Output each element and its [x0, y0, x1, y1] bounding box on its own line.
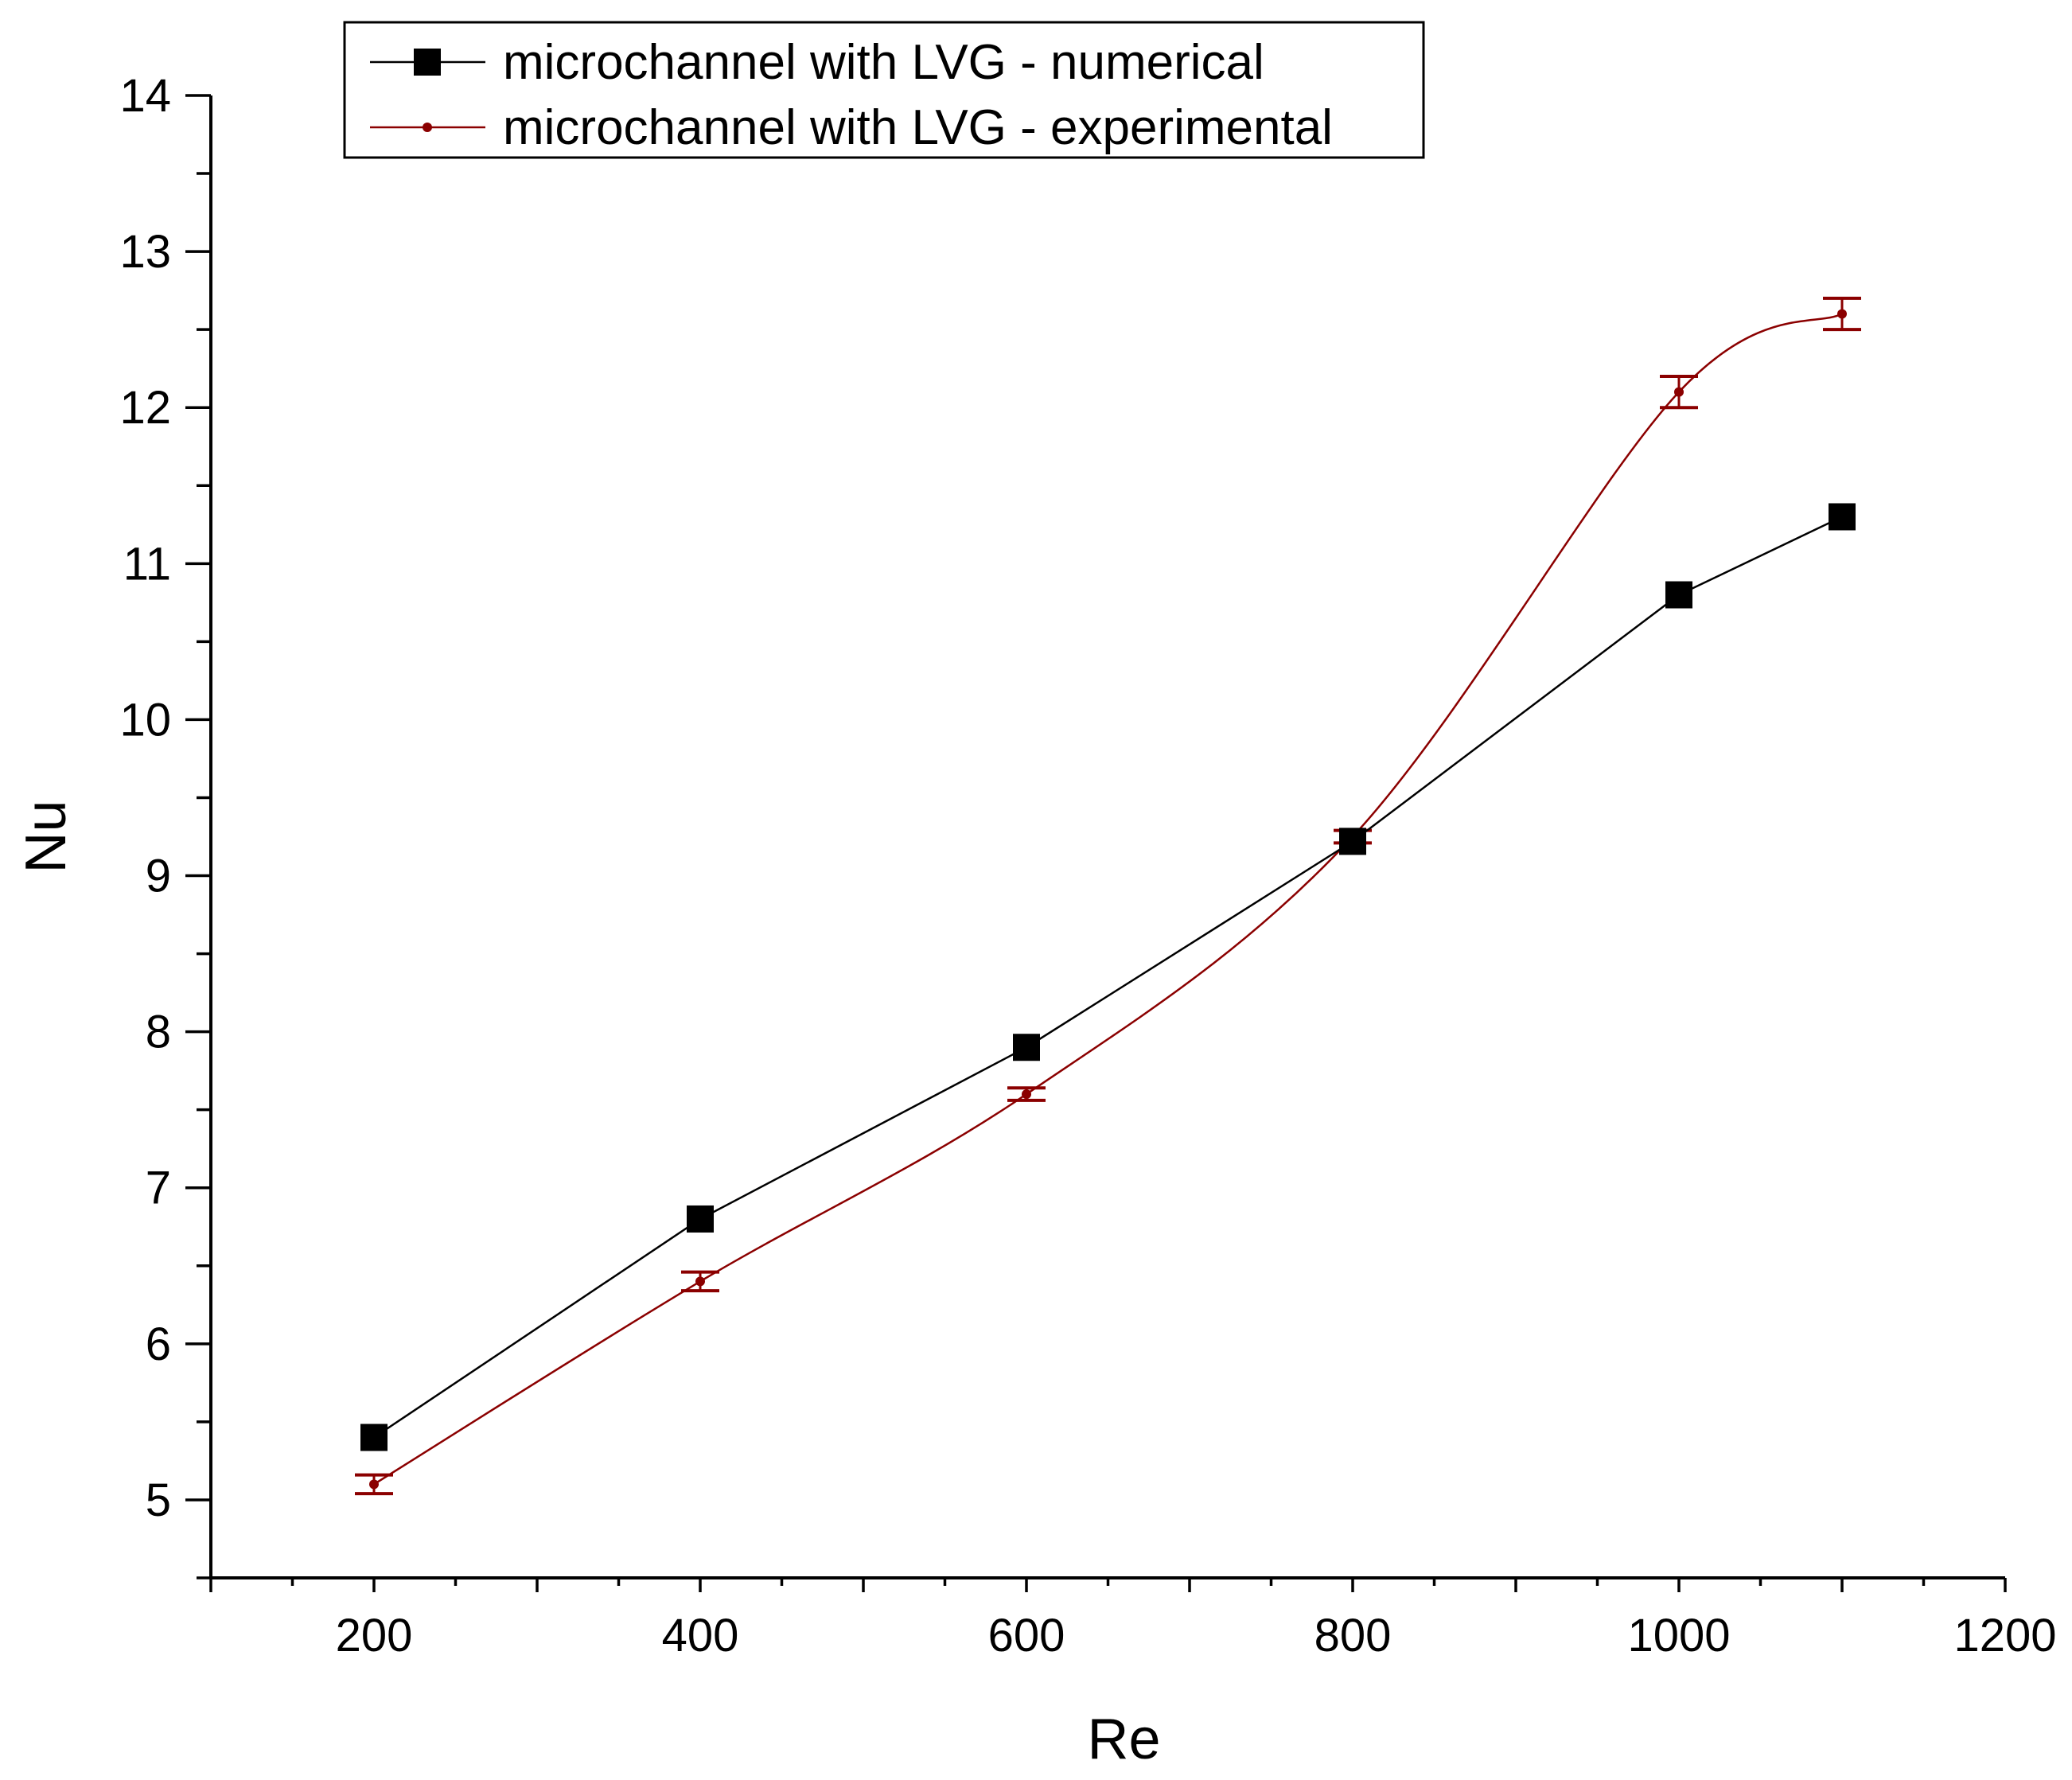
data-point-square — [1013, 1034, 1040, 1061]
legend-item-experimental: microchannel with LVG - experimental — [370, 100, 1333, 155]
series-line — [373, 313, 1843, 1486]
series-line — [373, 516, 1843, 1439]
x-tick-label: 200 — [336, 1610, 413, 1661]
legend-item-numerical: microchannel with LVG - numerical — [370, 35, 1264, 90]
data-point-dot — [1022, 1089, 1031, 1100]
series-layer — [355, 296, 1861, 1496]
x-axis-title: Re — [1087, 1708, 1160, 1771]
axes — [209, 95, 2005, 1579]
series-numerical — [360, 503, 1856, 1451]
y-tick-label: 14 — [119, 70, 171, 122]
x-tick-label: 800 — [1314, 1610, 1392, 1661]
y-tick-label: 7 — [146, 1163, 171, 1214]
series-experimental — [355, 296, 1861, 1496]
y-tick-label: 9 — [146, 851, 171, 902]
y-tick-label: 8 — [146, 1007, 171, 1058]
data-point-dot — [695, 1276, 705, 1287]
data-point-square — [1339, 828, 1366, 855]
legend-items: microchannel with LVG - numerical microch… — [370, 35, 1333, 155]
x-tick-label: 1000 — [1627, 1610, 1730, 1661]
data-point-square — [687, 1205, 714, 1233]
y-tick-label: 12 — [119, 382, 171, 434]
x-ticks: 200 400 600 800 1000 1200 — [209, 1578, 2057, 1661]
legend: microchannel with LVG - numerical microch… — [343, 21, 1425, 159]
y-tick-label: 10 — [119, 694, 171, 746]
legend-marker-dot — [423, 123, 432, 132]
y-tick-label: 13 — [119, 226, 171, 278]
data-point-dot — [369, 1479, 379, 1490]
x-tick-label: 600 — [988, 1610, 1065, 1661]
legend-box — [343, 21, 1425, 159]
legend-marker-square — [414, 49, 441, 76]
y-tick-label: 5 — [146, 1474, 171, 1526]
y-tick-label: 11 — [123, 538, 171, 590]
x-tick-label: 1200 — [1953, 1610, 2056, 1661]
data-point-square — [1665, 581, 1692, 609]
x-tick-label: 400 — [662, 1610, 739, 1661]
data-point-square — [360, 1424, 388, 1451]
data-point-square — [1829, 503, 1856, 531]
data-point-dot — [1674, 387, 1684, 397]
y-tick-label: 6 — [146, 1318, 171, 1370]
y-ticks: 5 6 7 8 9 10 11 12 13 14 — [119, 70, 211, 1579]
y-axis-title: Nu — [14, 800, 78, 873]
legend-label: microchannel with LVG - numerical — [503, 35, 1264, 90]
data-point-dot — [1837, 309, 1847, 319]
legend-label: microchannel with LVG - experimental — [503, 100, 1333, 155]
